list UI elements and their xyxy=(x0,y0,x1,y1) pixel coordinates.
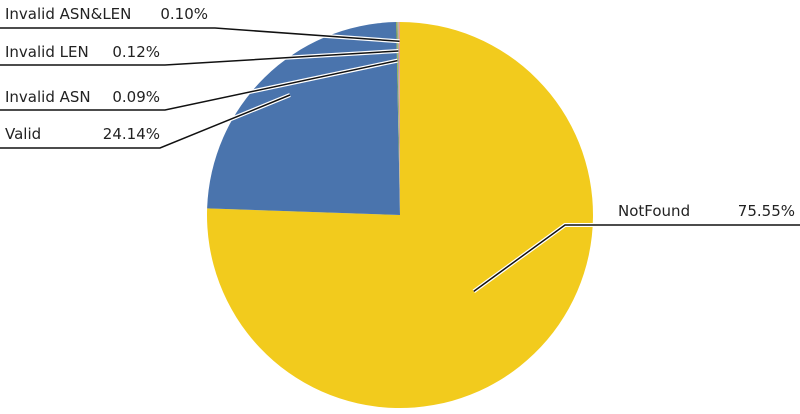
slice-label: NotFound xyxy=(618,202,690,220)
slice-label: Valid xyxy=(5,125,41,143)
leader-line xyxy=(0,94,291,149)
leader-line xyxy=(0,59,398,111)
slice-value: 0.10% xyxy=(160,5,208,23)
slice-value: 0.12% xyxy=(112,43,160,61)
slice-label: Invalid ASN xyxy=(5,88,91,106)
pie-slice-invalid-len xyxy=(397,22,400,215)
leader-line xyxy=(473,224,800,292)
slice-label: Invalid ASN&LEN xyxy=(5,5,131,23)
slice-value: 0.09% xyxy=(112,88,160,106)
slice-value: 24.14% xyxy=(103,125,160,143)
pie-slice-invalid-asn xyxy=(396,22,400,216)
pie-slice-invalid-asn-len xyxy=(398,22,400,215)
slice-value: 75.55% xyxy=(738,202,795,220)
leader-line xyxy=(0,50,399,66)
leader-line xyxy=(0,27,400,43)
slice-label: Invalid LEN xyxy=(5,43,89,61)
